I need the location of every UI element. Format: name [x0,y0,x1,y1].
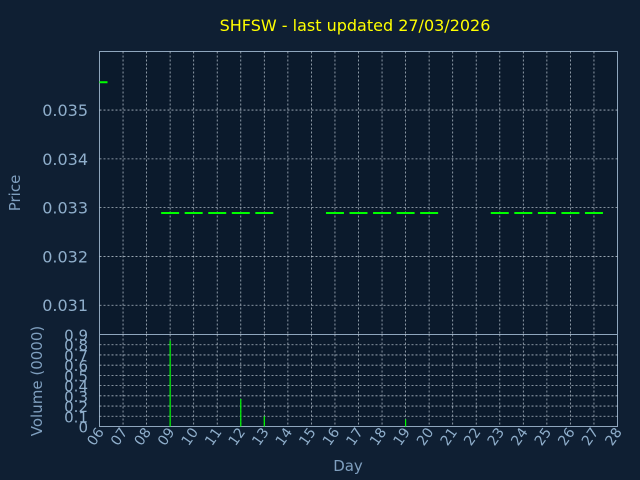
volume-y-tick-label: 0.4 [64,378,88,396]
price-y-tick-label: 0.033 [42,199,88,218]
price-axis-label: Price [6,175,24,212]
x-tick-label: 09 [155,425,178,449]
price-y-tick-label: 0.035 [42,101,88,120]
volume-y-tick-label: 0.7 [64,347,88,365]
x-tick-label: 07 [108,425,131,449]
x-axis-label: Day [333,457,363,475]
chart-title: SHFSW - last updated 27/03/2026 [220,16,491,35]
x-tick-labels: 06 07 08 09 10 11 12 13 14 15 16 17 18 19 20 21 22 23 24 25… [84,425,625,449]
x-tick-label: 25 [532,425,555,449]
x-tick-label: 16 [320,425,343,449]
x-tick-label: 27 [579,425,602,449]
volume-y-tick-labels: 00.10.20.30.40.50.60.70.80.9 [64,327,88,437]
x-tick-label: 28 [602,425,625,449]
x-tick-label: 10 [179,425,202,449]
x-tick-label: 08 [132,425,155,449]
x-tick-label: 26 [555,425,578,449]
volume-y-tick-label: 0.3 [64,388,88,406]
volume-y-tick-label: 0.8 [64,337,88,355]
x-tick-label: 12 [226,425,249,449]
volume-y-tick-label: 0.5 [64,367,88,385]
volume-y-tick-label: 0.1 [64,408,88,426]
volume-y-tick-label: 0.9 [64,327,88,345]
x-tick-label: 19 [391,425,414,449]
price-y-tick-label: 0.032 [42,247,88,266]
volume-y-tick-label: 0.6 [64,357,88,375]
x-tick-label: 17 [343,425,366,449]
volume-y-tick-label: 0 [78,419,88,437]
x-tick-label: 23 [485,425,508,449]
x-tick-label: 22 [461,425,484,449]
price-gridlines [99,51,618,335]
price-y-tick-label: 0.031 [42,296,88,315]
x-tick-label: 11 [202,425,225,449]
volume-y-tick-label: 0.2 [64,398,88,416]
x-tick-label: 14 [273,425,296,449]
x-tick-label: 13 [249,425,272,449]
x-tick-label: 18 [367,425,390,449]
price-y-tick-labels: 0.031 0.032 0.033 0.034 0.035 [42,101,88,315]
price-series [99,81,603,215]
x-tick-label: 24 [508,425,531,449]
volume-bars [169,340,407,427]
volume-axis-label: Volume (0000) [28,326,46,436]
x-tick-label: 15 [296,425,319,449]
price-y-tick-label: 0.034 [42,150,88,169]
x-tick-label: 21 [438,425,461,449]
x-tick-label: 20 [414,425,437,449]
